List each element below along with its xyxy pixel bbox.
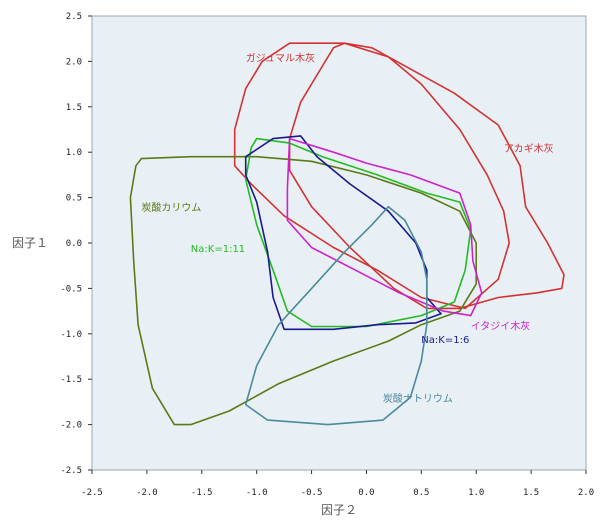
y-axis-title: 因子１	[12, 236, 48, 250]
x-tick-label: -2.0	[136, 488, 158, 498]
x-tick-label: 2.0	[578, 488, 594, 498]
x-tick-label: -1.0	[246, 488, 268, 498]
series-curve-4	[244, 135, 442, 331]
y-tick-label: 2.5	[66, 12, 82, 22]
series-label-1: アカギ木灰	[504, 142, 554, 155]
x-tick-label: 1.0	[468, 488, 484, 498]
y-tick-label: 2.0	[66, 57, 82, 67]
y-tick-label: 0.5	[66, 194, 82, 204]
x-tick-label: -2.5	[81, 488, 103, 498]
y-tick-label: 1.0	[66, 148, 82, 158]
y-axis-ticks: 2.5 2.0 1.5 1.0 0.5 0.0 -0.5 -1.0 -1.5 -2.0 -2.5	[60, 12, 92, 476]
y-tick-label: -2.5	[60, 466, 82, 476]
series-curves	[129, 42, 565, 426]
x-tick-label: 0.5	[413, 488, 429, 498]
y-tick-label: -2.0	[60, 421, 82, 431]
series-label-3: Na:K=1:11	[191, 244, 245, 255]
x-tick-label: -0.5	[301, 488, 323, 498]
series-label-0: ガジュマル木灰	[246, 51, 315, 64]
y-tick-label: -0.5	[60, 284, 82, 294]
x-tick-label: 1.5	[523, 488, 539, 498]
y-tick-label: 0.0	[66, 239, 82, 249]
series-curve-6	[244, 205, 428, 426]
x-tick-label: -1.5	[191, 488, 213, 498]
series-curve-5	[286, 137, 483, 317]
series-curve-2	[129, 155, 477, 426]
y-tick-label: 1.5	[66, 103, 82, 113]
series-label-5: Na:K=1:6	[421, 335, 469, 346]
x-axis-ticks: -2.5 -2.0 -1.5 -1.0 -0.5 0.0 0.5 1.0 1.5 2.0	[81, 470, 594, 498]
plot-area	[91, 15, 587, 471]
series-curve-0	[233, 42, 510, 310]
y-tick-label: -1.0	[60, 330, 82, 340]
y-tick-label: -1.5	[60, 375, 82, 385]
x-tick-label: 0.0	[358, 488, 374, 498]
x-axis-title: 因子２	[321, 503, 357, 517]
series-label-4: イタジイ木灰	[471, 319, 531, 332]
series-curve-1	[288, 42, 565, 310]
series-label-2: 炭酸カリウム	[141, 201, 201, 214]
series-label-6: 炭酸ナトリウム	[383, 392, 453, 405]
